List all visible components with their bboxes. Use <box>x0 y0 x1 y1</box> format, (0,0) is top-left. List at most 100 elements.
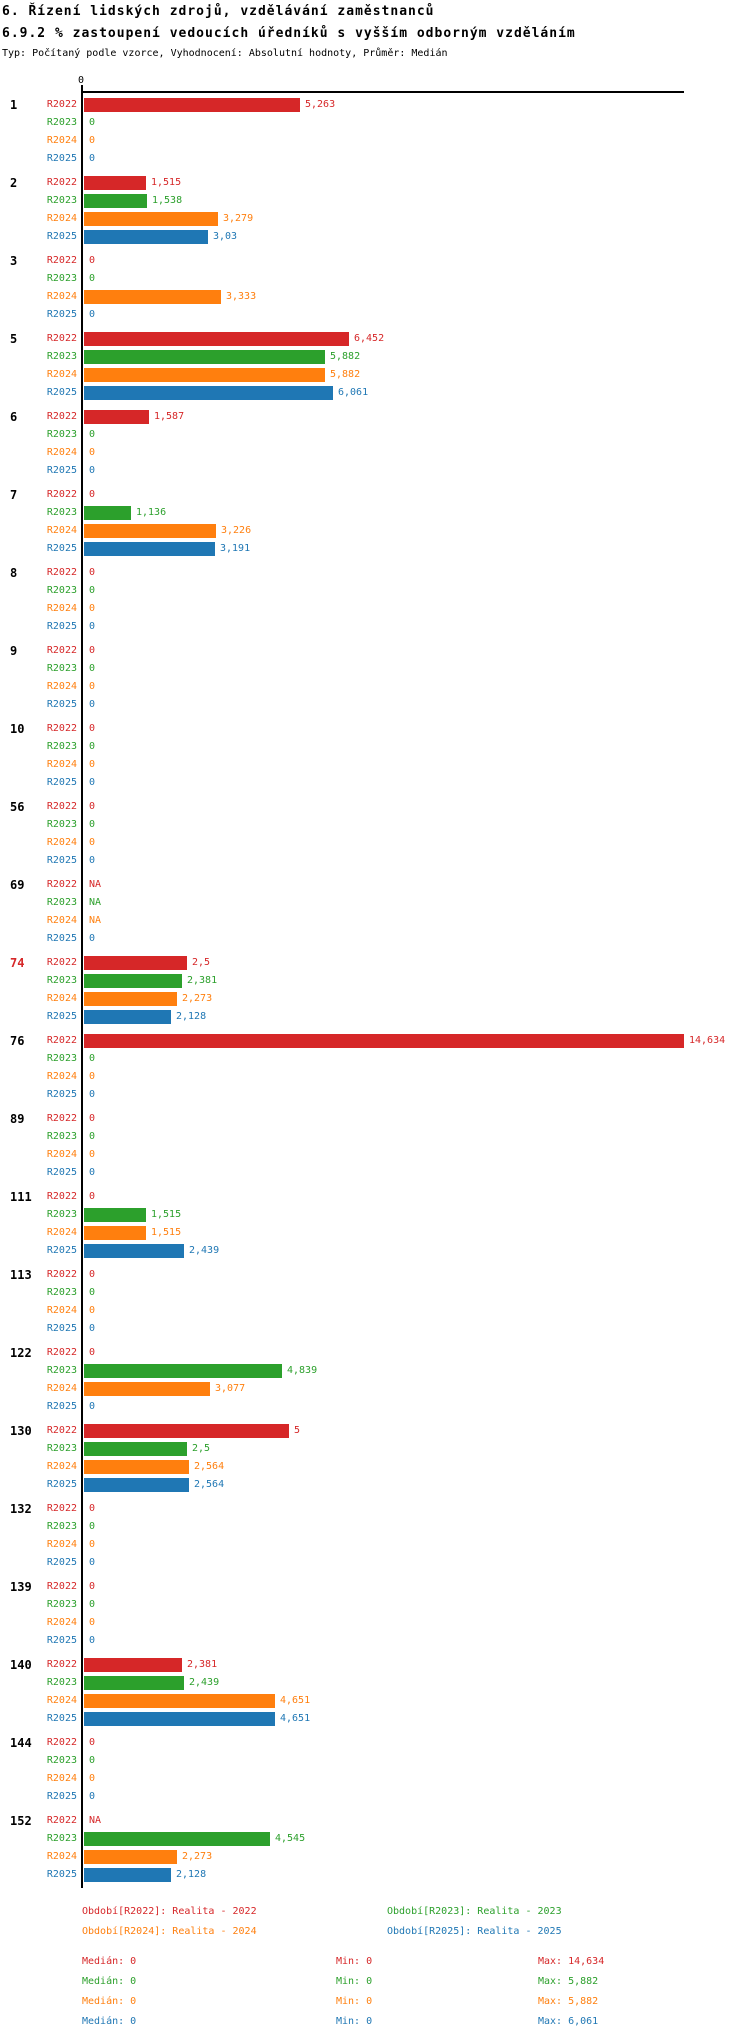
year-label: R2024 <box>46 1383 77 1394</box>
bar-row: 69 R2022 NA <box>0 876 750 894</box>
legend-item: Období[R2025]: Realita - 2025 <box>387 1926 562 1937</box>
year-label: R2024 <box>46 993 77 1004</box>
bar-row: R2023 1,136 <box>0 504 750 522</box>
stats-panel: Medián: 0 Min: 0 Max: 14,634 Medián: 0 Min: … <box>0 1956 750 2036</box>
bar-row: 56 R2022 0 <box>0 798 750 816</box>
value-label: 0 <box>89 681 96 692</box>
bar-row: R2024 NA <box>0 912 750 930</box>
bar-row: R2023 NA <box>0 894 750 912</box>
value-label: 3,226 <box>221 525 252 536</box>
value-label: 1,515 <box>151 1209 182 1220</box>
year-label: R2025 <box>46 1791 77 1802</box>
bar-row: R2024 0 <box>0 600 750 618</box>
bar-row: 130 R2022 5 <box>0 1422 750 1440</box>
bar-row: 1 R2022 5,263 <box>0 96 750 114</box>
value-label: 3,03 <box>213 231 238 242</box>
value-label: 0 <box>89 465 96 476</box>
value-label: NA <box>89 1815 102 1826</box>
year-label: R2024 <box>46 135 77 146</box>
year-label: R2025 <box>46 1167 77 1178</box>
bar-row: R2024 3,077 <box>0 1380 750 1398</box>
year-label: R2022 <box>46 177 77 188</box>
value-label: 0 <box>89 1191 96 1202</box>
year-label: R2023 <box>46 741 77 752</box>
year-label: R2022 <box>46 255 77 266</box>
year-label: R2025 <box>46 621 77 632</box>
year-label: R2025 <box>46 1557 77 1568</box>
year-label: R2025 <box>46 309 77 320</box>
chart-meta-line: Typ: Počítaný podle vzorce, Vyhodnocení:… <box>2 48 448 59</box>
bar-row: R2024 5,882 <box>0 366 750 384</box>
indicator-subtitle: 6.9.2 % zastoupení vedoucích úředníků s … <box>2 26 576 41</box>
year-label: R2025 <box>46 1245 77 1256</box>
bar-row: 144 R2022 0 <box>0 1734 750 1752</box>
year-label: R2025 <box>46 699 77 710</box>
bar-row: R2025 3,03 <box>0 228 750 246</box>
bar-group: 9 R2022 0 R2023 0 R2024 0 R2025 0 <box>0 642 750 714</box>
bar-row: R2025 0 <box>0 1086 750 1104</box>
value-label: 2,564 <box>194 1479 225 1490</box>
value-label: 0 <box>89 663 96 674</box>
bar-row: R2023 4,839 <box>0 1362 750 1380</box>
group-id-label: 7 <box>10 488 18 502</box>
bar-group: 122 R2022 0 R2023 4,839 R2024 3,077 R2025 0 <box>0 1344 750 1416</box>
year-label: R2024 <box>46 1461 77 1472</box>
value-label: 0 <box>89 1791 96 1802</box>
bar <box>84 368 325 382</box>
page-title: 6. Řízení lidských zdrojů, vzdělávání za… <box>2 4 435 19</box>
stat-median: Medián: 0 <box>82 1956 137 1967</box>
year-label: R2022 <box>46 1581 77 1592</box>
value-label: NA <box>89 897 102 908</box>
value-label: 0 <box>89 1599 96 1610</box>
group-id-label: 130 <box>10 1424 32 1438</box>
bar-row: 139 R2022 0 <box>0 1578 750 1596</box>
value-label: 0 <box>89 153 96 164</box>
bar <box>84 1010 171 1024</box>
stat-median: Medián: 0 <box>82 1976 137 1987</box>
bar <box>84 1382 210 1396</box>
stat-min: Min: 0 <box>336 1956 373 1967</box>
year-label: R2024 <box>46 447 77 458</box>
bar-group: 1 R2022 5,263 R2023 0 R2024 0 R2025 0 <box>0 96 750 168</box>
bar-row: 152 R2022 NA <box>0 1812 750 1830</box>
year-label: R2024 <box>46 603 77 614</box>
value-label: 0 <box>89 1053 96 1064</box>
bar-row: R2025 0 <box>0 1164 750 1182</box>
year-label: R2025 <box>46 387 77 398</box>
group-id-label: 9 <box>10 644 18 658</box>
year-label: R2022 <box>46 1347 77 1358</box>
bar-group: 139 R2022 0 R2023 0 R2024 0 R2025 0 <box>0 1578 750 1650</box>
value-label: NA <box>89 915 102 926</box>
bar <box>84 974 182 988</box>
value-label: 3,191 <box>220 543 251 554</box>
value-label: 0 <box>89 429 96 440</box>
year-label: R2022 <box>46 99 77 110</box>
bar-row: R2023 0 <box>0 1518 750 1536</box>
stat-min: Min: 0 <box>336 1996 373 2007</box>
group-id-label: 132 <box>10 1502 32 1516</box>
bar-row: R2024 0 <box>0 678 750 696</box>
bar-row: R2023 1,538 <box>0 192 750 210</box>
value-label: 0 <box>89 255 96 266</box>
year-label: R2023 <box>46 507 77 518</box>
bar-row: R2024 3,333 <box>0 288 750 306</box>
bar-group: 69 R2022 NA R2023 NA R2024 NA R2025 0 <box>0 876 750 948</box>
bar <box>84 230 208 244</box>
bar-row: 6 R2022 1,587 <box>0 408 750 426</box>
bar <box>84 1424 289 1438</box>
bar-row: R2023 4,545 <box>0 1830 750 1848</box>
bar-row: R2025 0 <box>0 852 750 870</box>
value-label: 0 <box>89 1149 96 1160</box>
value-label: 4,839 <box>287 1365 318 1376</box>
group-id-label: 111 <box>10 1190 32 1204</box>
value-label: 1,538 <box>152 195 183 206</box>
bar <box>84 212 218 226</box>
year-label: R2025 <box>46 231 77 242</box>
stat-min: Min: 0 <box>336 1976 373 1987</box>
year-label: R2025 <box>46 1011 77 1022</box>
bar-group: 3 R2022 0 R2023 0 R2024 3,333 R2025 0 <box>0 252 750 324</box>
value-label: 0 <box>89 699 96 710</box>
value-label: 2,381 <box>187 975 218 986</box>
value-label: 0 <box>89 645 96 656</box>
year-label: R2023 <box>46 1599 77 1610</box>
